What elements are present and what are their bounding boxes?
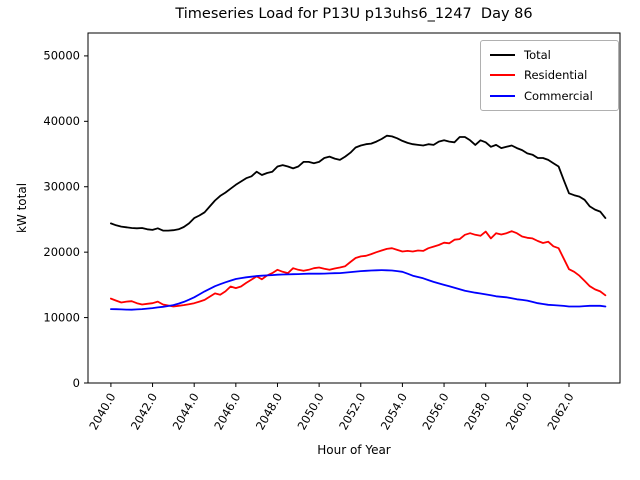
y-tick-label: 30000: [43, 180, 80, 194]
legend-label-commercial: Commercial: [524, 88, 593, 103]
x-tick-label: 2052.0: [336, 391, 368, 433]
legend-line-total-icon: [490, 54, 515, 57]
legend-line-residential-icon: [490, 74, 515, 77]
x-tick-label: 2050.0: [294, 391, 326, 433]
x-tick-label: 2056.0: [419, 391, 451, 433]
x-tick-label: 2060.0: [503, 391, 535, 433]
chart-title: Timeseries Load for P13U p13uhs6_1247 Da…: [175, 6, 533, 22]
legend-line-commercial-icon: [490, 94, 515, 97]
y-tick-label: 50000: [43, 49, 80, 63]
x-tick-label: 2062.0: [544, 391, 576, 433]
y-tick-label: 0: [73, 376, 80, 390]
x-tick-label: 2042.0: [128, 391, 160, 433]
y-tick-label: 40000: [43, 114, 80, 128]
x-tick-label: 2044.0: [170, 391, 202, 433]
legend-label-residential: Residential: [524, 68, 588, 83]
legend-label-total: Total: [524, 48, 551, 63]
series-line-residential: [110, 230, 607, 308]
legend: Total Residential Commercial: [480, 40, 619, 111]
series-line-total: [110, 134, 607, 232]
x-tick-label: 2048.0: [253, 391, 285, 433]
x-tick-label: 2058.0: [461, 391, 493, 433]
x-tick-label: 2054.0: [378, 391, 410, 433]
y-tick-label: 10000: [43, 310, 80, 324]
series-line-commercial: [110, 269, 607, 311]
x-axis-label: Hour of Year: [317, 443, 391, 457]
x-tick-label: 2040.0: [86, 391, 118, 433]
legend-entry-total: Total: [490, 48, 609, 62]
legend-entry-commercial: Commercial: [490, 89, 609, 103]
legend-entry-residential: Residential: [490, 68, 609, 82]
y-axis-label: kW total: [15, 182, 29, 234]
x-tick-label: 2046.0: [211, 391, 243, 433]
y-tick-label: 20000: [43, 245, 80, 259]
